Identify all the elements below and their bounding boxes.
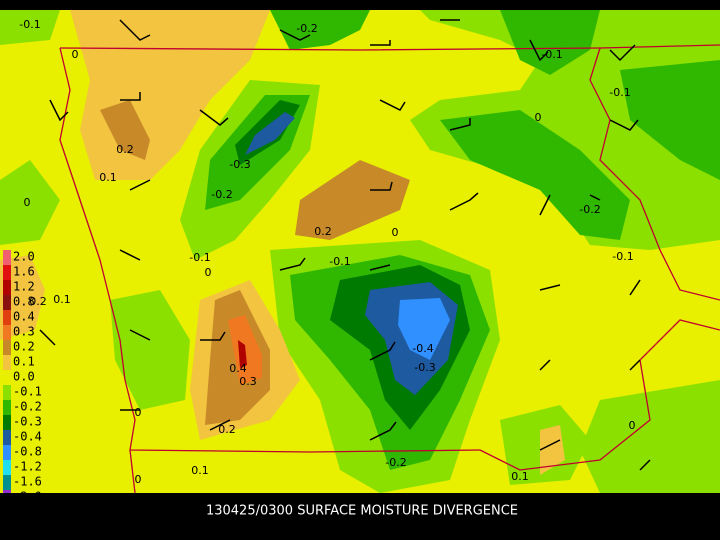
title-bar	[0, 493, 720, 540]
contour-label: 0.1	[99, 171, 117, 184]
legend-label: -1.2	[13, 460, 42, 474]
legend-label: 0.4	[13, 310, 35, 324]
legend-swatch	[3, 250, 11, 265]
legend-swatch	[3, 445, 11, 460]
legend-swatch	[3, 310, 11, 325]
legend-swatch	[3, 430, 11, 445]
legend-swatch	[3, 280, 11, 295]
legend-label: 2.0	[13, 250, 35, 264]
state-borders	[59, 44, 720, 494]
contour-label: 0.2	[116, 143, 134, 156]
legend-label: 0.0	[13, 370, 35, 384]
legend-swatch	[3, 355, 11, 370]
legend-label: -0.2	[13, 400, 42, 414]
contour-label: 0.1	[511, 470, 529, 483]
contour-label: -0.3	[414, 361, 435, 374]
contour-label: -0.4	[412, 342, 433, 355]
contour-label: 0	[72, 48, 79, 61]
contour-label: -0.3	[229, 158, 250, 171]
legend-swatch	[3, 265, 11, 280]
contour-label: 0	[205, 266, 212, 279]
legend-swatch	[3, 475, 11, 490]
legend-swatch	[3, 370, 11, 385]
contour-label: 0.1	[191, 464, 209, 477]
legend-label: 0.3	[13, 325, 35, 339]
legend-swatch	[3, 415, 11, 430]
legend-label: -0.3	[13, 415, 42, 429]
contour-label: -0.2	[579, 203, 600, 216]
contour-label: -0.1	[609, 86, 630, 99]
contour-label: -0.1	[329, 255, 350, 268]
legend-swatch	[3, 400, 11, 415]
legend-label: -0.4	[13, 430, 42, 444]
contour-label: 0	[535, 111, 542, 124]
legend-swatch	[3, 385, 11, 400]
legend-label: -1.6	[13, 475, 42, 489]
contour-label: 0	[135, 473, 142, 486]
legend-label: 0.1	[13, 355, 35, 369]
contour-label: 0	[629, 419, 636, 432]
contour-label: -0.1	[19, 18, 40, 31]
contour-label: 0	[24, 196, 31, 209]
contour-label: -0.1	[189, 251, 210, 264]
wind-barbs	[39, 19, 651, 471]
contour-labels: -0.1 0 -0.2 -0.1 -0.1 0 0.2 0.1 -0.3 -0.2 0 0.2 0 -0.…	[19, 18, 635, 486]
contour-label: 0.1	[53, 293, 71, 306]
contour-label: 0.4	[229, 362, 247, 375]
contour-label: -0.2	[385, 456, 406, 469]
contour-label: 0.3	[239, 375, 257, 388]
contour-label: -0.1	[541, 48, 562, 61]
legend-label: 1.6	[13, 265, 35, 279]
legend-label: 0.8	[13, 295, 35, 309]
map-title: 130425/0300 SURFACE MOISTURE DIVERGENCE	[206, 504, 518, 519]
legend-label: 0.2	[13, 340, 35, 354]
shading	[0, 10, 720, 493]
contour-label: 0.2	[29, 295, 47, 308]
contour-label: 0.2	[314, 225, 332, 238]
contour-label: -0.2	[211, 188, 232, 201]
contour-label: 0	[392, 226, 399, 239]
contour-label: -0.2	[296, 22, 317, 35]
legend-swatch	[3, 340, 11, 355]
legend-label: 1.2	[13, 280, 35, 294]
contour-label: -0.1	[612, 250, 633, 263]
legend-label: -0.1	[13, 385, 42, 399]
legend-swatch	[3, 325, 11, 340]
legend-swatch	[3, 460, 11, 475]
contour-label: 0.2	[218, 423, 236, 436]
contour-label: 0	[135, 406, 142, 419]
legend-swatch	[3, 295, 11, 310]
legend-label: -0.8	[13, 445, 42, 459]
